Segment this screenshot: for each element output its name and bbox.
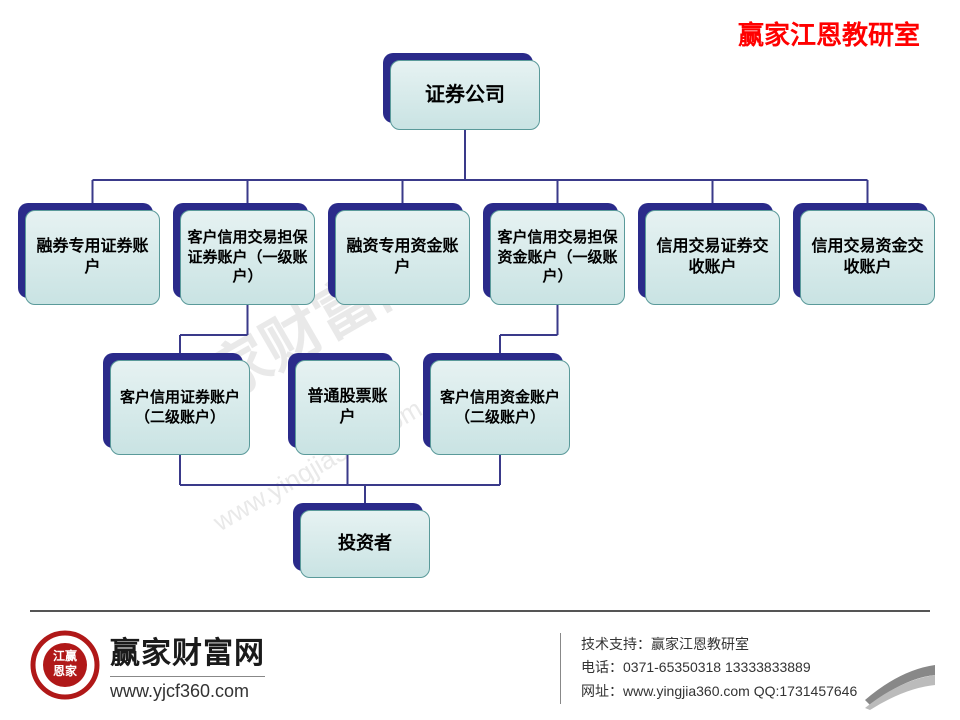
svg-text:恩家: 恩家 [53,663,78,678]
phone-line: 电话：0371-65350318 13333833889 [581,656,857,680]
org-chart: 赢家财富网 www.yingjia360.com 证券公司融券专用证券账户客户信… [0,30,960,600]
node-n2: 客户信用交易担保证券账户（一级账户） [180,210,315,305]
brand-logo: 江赢 恩家 [30,630,100,700]
brand-url: www.yjcf360.com [110,681,265,702]
node-leaf: 投资者 [300,510,430,578]
node-n4: 客户信用交易担保资金账户（一级账户） [490,210,625,305]
footer: 江赢 恩家 赢家财富网 www.yjcf360.com 技术支持：赢家江恩教研室… [0,610,960,720]
brand-block: 赢家财富网 www.yjcf360.com [110,628,265,702]
node-n6: 信用交易资金交收账户 [800,210,935,305]
svg-text:江赢: 江赢 [53,648,77,663]
node-root: 证券公司 [390,60,540,130]
brand-name: 赢家财富网 [110,628,265,672]
node-m2: 普通股票账户 [295,360,400,455]
brand-underline [110,676,265,677]
node-n1: 融券专用证券账户 [25,210,160,305]
footer-divider [30,610,930,612]
web-line: 网址：www.yingjia360.com QQ:1731457646 [581,680,857,704]
footer-contact: 技术支持：赢家江恩教研室 电话：0371-65350318 1333383388… [560,633,857,704]
node-n5: 信用交易证券交收账户 [645,210,780,305]
swoosh-icon [860,660,940,710]
node-n3: 融资专用资金账户 [335,210,470,305]
support-line: 技术支持：赢家江恩教研室 [581,633,857,657]
node-m3: 客户信用资金账户（二级账户） [430,360,570,455]
node-m1: 客户信用证券账户（二级账户） [110,360,250,455]
